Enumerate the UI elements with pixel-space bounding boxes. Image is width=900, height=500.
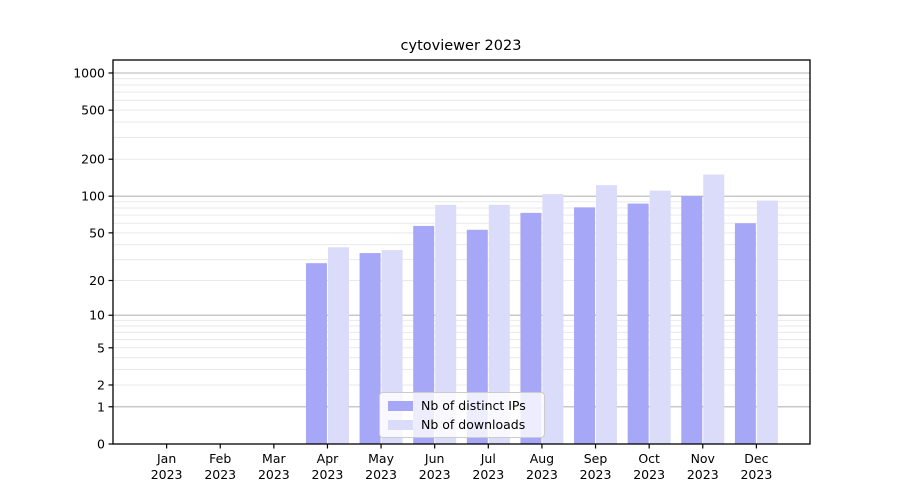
bar-downloads-jul (488, 204, 510, 444)
x-axis-tick-label: Feb 2023 (204, 451, 236, 482)
y-axis-tick-label: 20 (89, 273, 105, 288)
y-axis-tick-label: 2 (97, 378, 105, 393)
x-axis-tick-label: Oct 2023 (633, 451, 665, 482)
chart-title: cytoviewer 2023 (401, 38, 522, 54)
bar-downloads-apr (327, 247, 349, 444)
legend-item-downloads: Nb of downloads (388, 417, 536, 433)
legend: Nb of distinct IPs Nb of downloads (379, 392, 545, 438)
bar-distinct-ips-jun (413, 225, 435, 444)
x-axis-tick-label: Dec 2023 (740, 451, 772, 482)
x-axis-tick-label: May 2023 (365, 451, 397, 482)
x-axis-tick-label: Sep 2023 (580, 451, 612, 482)
bar-distinct-ips-oct (627, 203, 649, 444)
bar-downloads-sep (596, 185, 618, 444)
axes-frame (112, 59, 811, 445)
bar-distinct-ips-aug (520, 212, 542, 444)
y-axis-tick-label: 5 (97, 340, 105, 355)
bar-downloads-aug (542, 194, 564, 444)
bar-distinct-ips-may (359, 253, 381, 444)
y-axis-tick-label: 200 (81, 152, 105, 167)
bar-distinct-ips-nov (681, 196, 703, 444)
plot-frame (112, 59, 811, 445)
legend-swatch-distinct-ips (388, 400, 413, 411)
bar-downloads-jun (435, 204, 457, 444)
tick-marks (108, 72, 757, 449)
tick-labels: 0 1 2 5 10 20 50 100 200 500 1000 Jan 2023 Feb 2023 Mar… (73, 65, 772, 482)
legend-label-downloads: Nb of downloads (421, 417, 526, 432)
y-axis-tick-label: 0 (97, 437, 105, 452)
x-axis-tick-label: Apr 2023 (312, 451, 344, 482)
x-axis-tick-label: Nov 2023 (687, 451, 719, 482)
x-axis-tick-label: Mar 2023 (258, 451, 290, 482)
legend-label-distinct-ips: Nb of distinct IPs (421, 398, 526, 413)
bars-group (305, 174, 778, 444)
y-axis-tick-label: 500 (81, 103, 105, 118)
x-axis-tick-label: Aug 2023 (526, 451, 558, 482)
legend-swatch-downloads (388, 419, 413, 430)
y-axis-tick-label: 1000 (73, 65, 105, 80)
y-axis-tick-label: 1 (97, 399, 105, 414)
x-axis-tick-label: Jul 2023 (472, 451, 504, 482)
bar-downloads-oct (649, 190, 671, 444)
x-axis-tick-label: Jun 2023 (419, 451, 451, 482)
legend-item-distinct-ips: Nb of distinct IPs (388, 398, 536, 414)
y-axis-tick-label: 50 (89, 225, 105, 240)
bar-distinct-ips-dec (734, 223, 756, 444)
bar-downloads-dec (756, 200, 778, 444)
y-axis-tick-label: 100 (81, 189, 105, 204)
y-axis-tick-label: 10 (89, 308, 105, 323)
bar-distinct-ips-jul (466, 229, 488, 444)
bar-downloads-nov (703, 174, 725, 444)
bar-distinct-ips-sep (574, 207, 596, 444)
x-axis-tick-label: Jan 2023 (151, 451, 183, 482)
bar-distinct-ips-apr (305, 263, 327, 444)
